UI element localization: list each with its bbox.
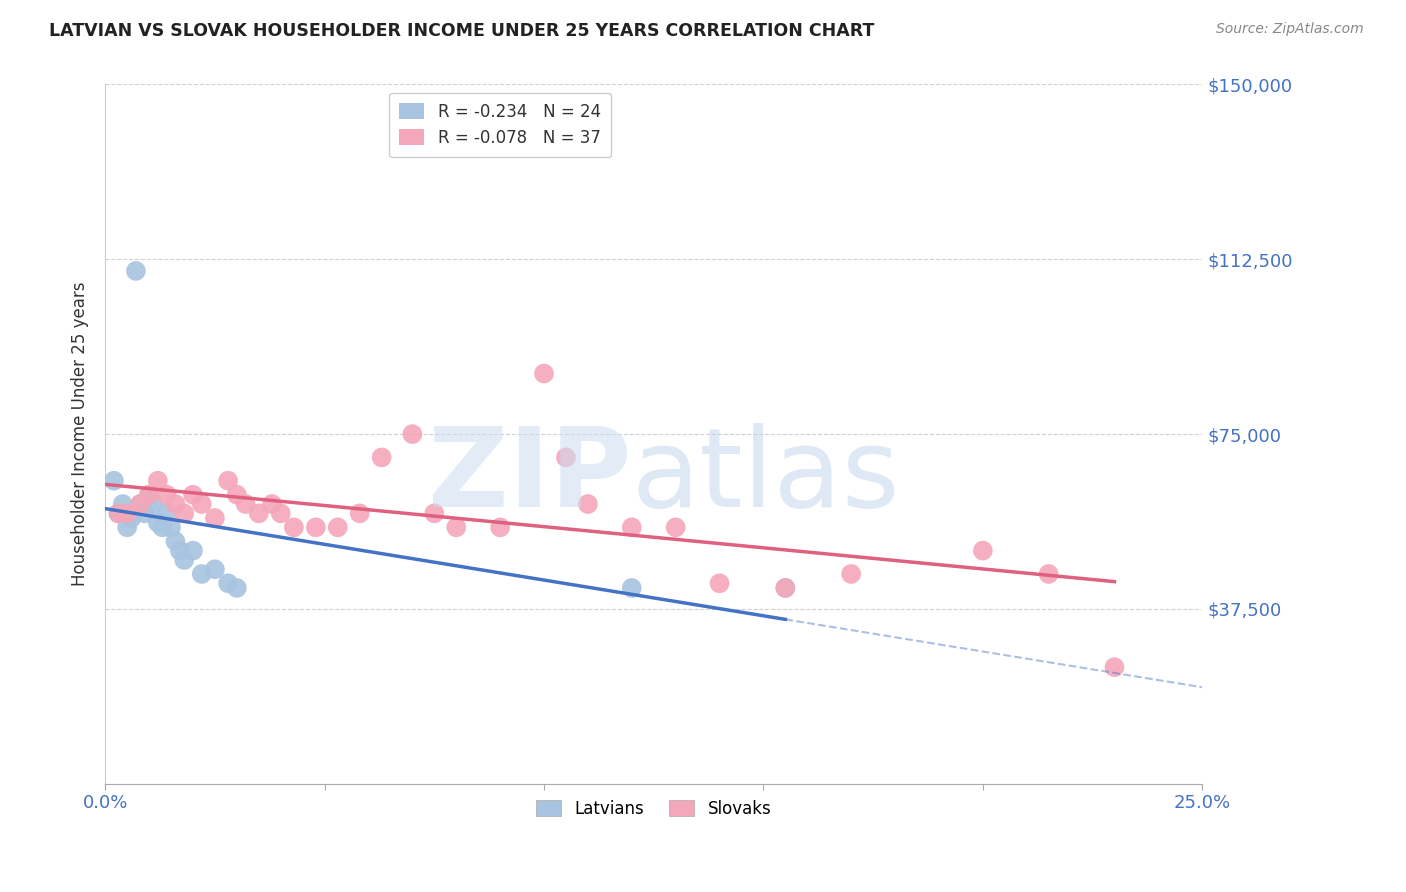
Point xyxy=(173,506,195,520)
Point xyxy=(129,497,152,511)
Point xyxy=(326,520,349,534)
Point xyxy=(305,520,328,534)
Point xyxy=(972,543,994,558)
Text: atlas: atlas xyxy=(631,423,900,530)
Text: Source: ZipAtlas.com: Source: ZipAtlas.com xyxy=(1216,22,1364,37)
Point xyxy=(160,520,183,534)
Point xyxy=(142,497,165,511)
Point xyxy=(138,488,160,502)
Point xyxy=(620,581,643,595)
Point xyxy=(129,497,152,511)
Point xyxy=(423,506,446,520)
Point xyxy=(169,543,191,558)
Point xyxy=(115,506,138,520)
Point xyxy=(173,553,195,567)
Point xyxy=(146,474,169,488)
Point xyxy=(165,534,187,549)
Point xyxy=(156,506,179,520)
Point xyxy=(709,576,731,591)
Point xyxy=(204,562,226,576)
Point xyxy=(138,488,160,502)
Point xyxy=(555,450,578,465)
Point xyxy=(775,581,797,595)
Point xyxy=(111,497,134,511)
Point xyxy=(150,520,173,534)
Point xyxy=(401,427,423,442)
Point xyxy=(247,506,270,520)
Point xyxy=(260,497,283,511)
Point xyxy=(121,511,143,525)
Point xyxy=(115,520,138,534)
Point xyxy=(190,566,212,581)
Point xyxy=(225,488,247,502)
Point xyxy=(103,474,125,488)
Point xyxy=(283,520,305,534)
Text: LATVIAN VS SLOVAK HOUSEHOLDER INCOME UNDER 25 YEARS CORRELATION CHART: LATVIAN VS SLOVAK HOUSEHOLDER INCOME UND… xyxy=(49,22,875,40)
Point xyxy=(370,450,392,465)
Point xyxy=(576,497,599,511)
Point xyxy=(146,516,169,530)
Point xyxy=(125,264,148,278)
Point xyxy=(665,520,688,534)
Legend: Latvians, Slovaks: Latvians, Slovaks xyxy=(530,793,778,824)
Point xyxy=(1038,566,1060,581)
Point xyxy=(489,520,512,534)
Point xyxy=(217,576,239,591)
Point xyxy=(270,506,292,520)
Point xyxy=(349,506,371,520)
Point xyxy=(107,506,129,520)
Point xyxy=(217,474,239,488)
Point xyxy=(839,566,862,581)
Point xyxy=(181,543,204,558)
Y-axis label: Householder Income Under 25 years: Householder Income Under 25 years xyxy=(72,282,89,586)
Point xyxy=(181,488,204,502)
Point xyxy=(775,581,797,595)
Point xyxy=(225,581,247,595)
Point xyxy=(1104,660,1126,674)
Text: ZIP: ZIP xyxy=(429,423,631,530)
Point xyxy=(235,497,257,511)
Point xyxy=(204,511,226,525)
Point xyxy=(134,506,156,520)
Point xyxy=(620,520,643,534)
Point xyxy=(446,520,468,534)
Point xyxy=(533,367,555,381)
Point xyxy=(156,488,179,502)
Point xyxy=(165,497,187,511)
Point xyxy=(107,506,129,520)
Point xyxy=(190,497,212,511)
